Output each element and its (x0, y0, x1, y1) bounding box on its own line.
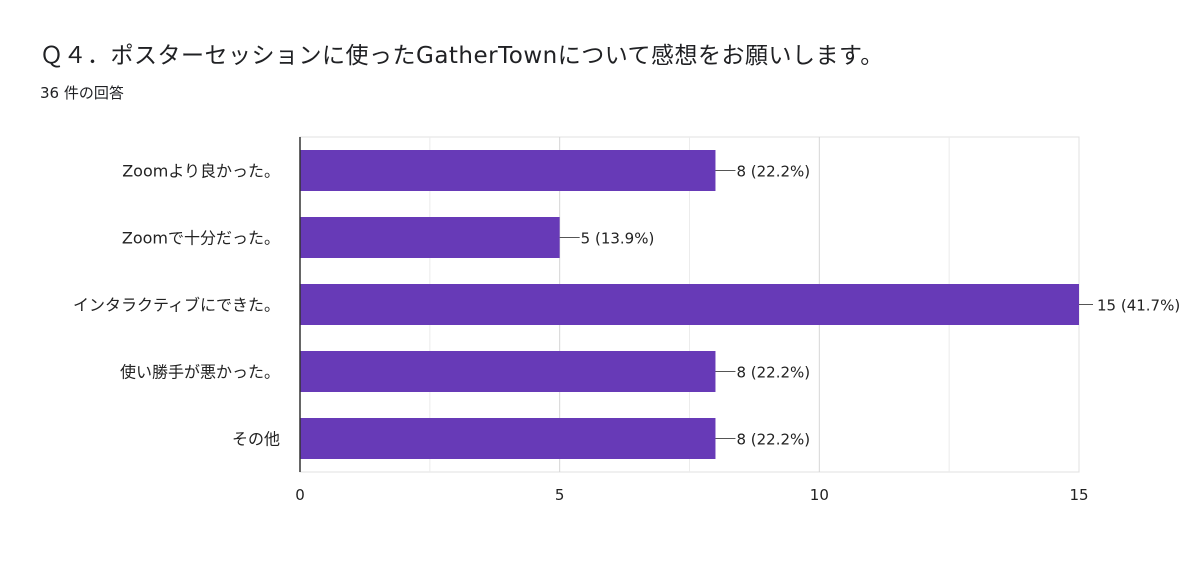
data-label: 5 (13.9%) (581, 230, 655, 248)
response-count: 36 件の回答 (40, 84, 124, 102)
x-tick-label: 15 (1069, 486, 1088, 504)
bar (300, 150, 716, 191)
labels-layer: Zoomより良かった。 8 (22.2%) Zoomで十分だった。 5 (13.9%)… (73, 162, 1180, 449)
data-label: 15 (41.7%) (1097, 297, 1180, 315)
data-label: 8 (22.2%) (736, 364, 810, 382)
bar (300, 284, 1079, 325)
x-tick-label: 0 (295, 486, 305, 504)
category-label: Zoomで十分だった。 (122, 229, 280, 248)
bar (300, 351, 716, 392)
category-label: 使い勝手が悪かった。 (120, 363, 280, 382)
category-label: その他 (232, 430, 280, 449)
bars-layer (300, 150, 1079, 459)
data-label: 8 (22.2%) (736, 163, 810, 181)
axis-layer: 0 5 10 15 (295, 137, 1089, 504)
bar (300, 217, 560, 258)
category-label: インタラクティブにできた。 (73, 296, 280, 315)
data-label: 8 (22.2%) (736, 431, 810, 449)
category-label: Zoomより良かった。 (122, 162, 280, 181)
x-tick-label: 10 (810, 486, 829, 504)
bar (300, 418, 716, 459)
x-tick-label: 5 (555, 486, 565, 504)
chart-title: Ｑ４．ポスターセッションに使ったGatherTownについて感想をお願いします。 (40, 43, 884, 69)
